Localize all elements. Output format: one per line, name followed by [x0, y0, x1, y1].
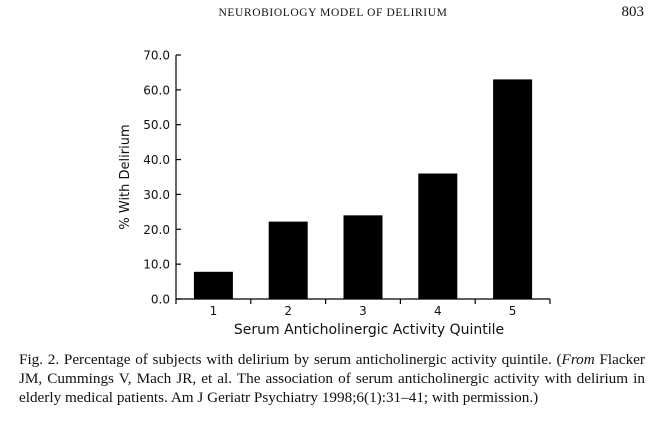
caption-rest: Flacker JM, Cummings V, Mach JR, et al. … — [19, 351, 645, 406]
x-axis: 1 2 3 4 5 — [175, 298, 551, 318]
caption-source-italic: From — [561, 351, 595, 368]
y-tick-label: 50.0 — [143, 118, 170, 132]
running-title: NEUROBIOLOGY MODEL OF DELIRIUM — [218, 7, 448, 19]
x-tick-label: 3 — [359, 304, 367, 318]
bar — [493, 79, 533, 300]
x-axis-label: Serum Anticholinergic Activity Quintile — [234, 322, 504, 338]
x-tick-label: 1 — [210, 304, 218, 318]
y-axis: 0.0 10.0 20.0 30.0 40.0 50.0 60.0 70.0 — [143, 49, 181, 307]
bar-chart: 0.0 10.0 20.0 30.0 40.0 50.0 60.0 70.0 1 2 3 4 5 % … — [118, 49, 551, 338]
figure-caption: Fig. 2. Percentage of subjects with deli… — [19, 350, 645, 407]
y-axis-label: % With Delirium — [118, 124, 133, 229]
page-number: 803 — [621, 4, 645, 20]
bar — [343, 215, 383, 299]
bar — [193, 271, 233, 299]
bar — [268, 221, 308, 299]
y-tick-label: 0.0 — [151, 293, 170, 307]
x-tick-label: 2 — [284, 304, 292, 318]
y-tick-label: 30.0 — [143, 188, 170, 202]
y-tick-label: 60.0 — [143, 83, 170, 97]
y-tick-label: 70.0 — [143, 49, 170, 63]
caption-lead: Fig. 2. Percentage of subjects with deli… — [19, 351, 562, 368]
x-tick-label: 5 — [509, 304, 517, 318]
bars — [193, 79, 533, 300]
x-tick-label: 4 — [434, 304, 442, 318]
bar — [418, 173, 458, 299]
y-tick-label: 20.0 — [143, 223, 170, 237]
y-tick-label: 10.0 — [143, 258, 170, 272]
y-tick-label: 40.0 — [143, 153, 170, 167]
